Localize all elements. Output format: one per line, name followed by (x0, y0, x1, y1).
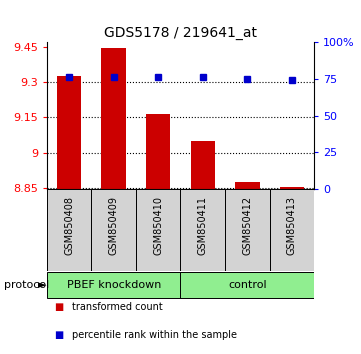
Text: GSM850408: GSM850408 (64, 195, 74, 255)
Text: GSM850412: GSM850412 (242, 195, 252, 255)
Text: ■: ■ (54, 330, 64, 340)
Bar (279, 187, 304, 189)
Bar (136, 189, 180, 271)
Text: ■: ■ (54, 302, 64, 312)
Text: GSM850410: GSM850410 (153, 195, 163, 255)
Text: GSM850409: GSM850409 (109, 195, 119, 255)
Bar (235, 182, 260, 189)
Text: ►: ► (38, 280, 47, 290)
Bar (101, 48, 126, 189)
Text: transformed count: transformed count (72, 302, 163, 312)
Text: GSM850413: GSM850413 (287, 195, 297, 255)
Bar (270, 189, 314, 271)
Bar (146, 114, 170, 189)
Bar (57, 76, 82, 189)
Text: control: control (228, 280, 266, 290)
Bar (191, 141, 215, 189)
Text: PBEF knockdown: PBEF knockdown (66, 280, 161, 290)
Bar (47, 272, 180, 298)
Bar (180, 272, 314, 298)
Text: GSM850411: GSM850411 (198, 195, 208, 255)
Text: percentile rank within the sample: percentile rank within the sample (72, 330, 237, 340)
Bar (47, 189, 91, 271)
Bar (225, 189, 270, 271)
Bar (91, 189, 136, 271)
Text: protocol: protocol (4, 280, 49, 290)
Title: GDS5178 / 219641_at: GDS5178 / 219641_at (104, 26, 257, 40)
Bar (180, 189, 225, 271)
